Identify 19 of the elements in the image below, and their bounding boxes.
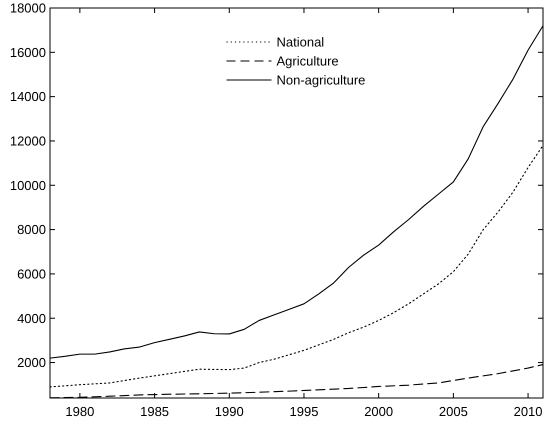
- x-tick-label: 2000: [364, 404, 394, 419]
- legend-label: Agriculture: [276, 54, 339, 69]
- y-tick-label: 4000: [17, 310, 46, 326]
- legend-label: Non-agriculture: [276, 72, 366, 88]
- x-tick-label: 1995: [290, 404, 318, 419]
- y-tick-label: 14000: [10, 89, 46, 104]
- x-tick-label: 1990: [214, 404, 244, 419]
- x-tick-label: 1980: [65, 404, 94, 419]
- x-tick-label: 2005: [438, 404, 468, 419]
- legend-label: National: [276, 34, 324, 50]
- y-tick-label: 2000: [17, 355, 46, 370]
- y-tick-label: 16000: [10, 44, 46, 60]
- y-tick-label: 8000: [17, 222, 46, 238]
- x-tick-label: 2010: [514, 404, 543, 419]
- y-tick-label: 10000: [10, 178, 46, 193]
- y-tick-label: 18000: [10, 0, 46, 16]
- x-tick-label: 1985: [140, 404, 170, 419]
- y-tick-label: 6000: [17, 266, 46, 282]
- y-tick-label: 12000: [10, 134, 46, 149]
